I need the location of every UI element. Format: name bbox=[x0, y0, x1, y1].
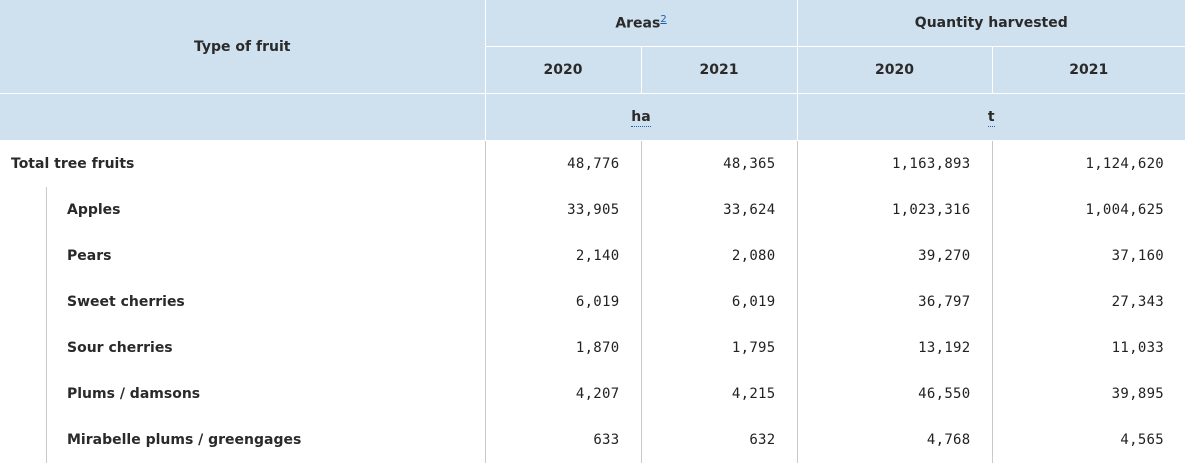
cell-qty-2021: 39,895 bbox=[1111, 386, 1165, 402]
row-label: Sweet cherries bbox=[46, 279, 485, 325]
cell-qty-2021: 1,004,625 bbox=[1085, 202, 1165, 218]
cell-area-2021: 632 bbox=[641, 417, 798, 463]
cell-qty-2020: 4,768 bbox=[797, 417, 993, 463]
cell-area-2020: 6,019 bbox=[485, 279, 642, 325]
header-areas: Areas2 bbox=[485, 0, 798, 47]
table-row: Pears 2,140 2,080 39,270 37,160 bbox=[0, 233, 1185, 279]
table-row: Plums / damsons 4,207 4,215 46,550 39,89… bbox=[0, 371, 1185, 417]
table-row: Sweet cherries 6,019 6,019 36,797 27,343 bbox=[0, 279, 1185, 325]
cell-qty-2021: 4,565 bbox=[1120, 432, 1165, 448]
header-areas-2020: 2020 bbox=[485, 46, 642, 94]
unit-ha-abbr[interactable]: ha bbox=[631, 109, 651, 127]
cell-area-2021: 2,080 bbox=[641, 233, 798, 279]
cell-area-2021: 4,215 bbox=[641, 371, 798, 417]
cell-area-2021: 48,365 bbox=[641, 140, 798, 187]
row-label: Mirabelle plums / greengages bbox=[46, 417, 485, 463]
cell-qty-2020: 1,163,893 bbox=[797, 140, 993, 187]
cell-qty-2020: 36,797 bbox=[797, 279, 993, 325]
row-label-total: Total tree fruits bbox=[0, 140, 486, 187]
cell-area-2021: 1,795 bbox=[641, 325, 798, 371]
header-quantity-label: Quantity harvested bbox=[914, 15, 1068, 31]
row-label-cell: Sour cherries bbox=[0, 325, 486, 371]
table-row: Total tree fruits 48,776 48,365 1,163,89… bbox=[0, 140, 1185, 187]
row-label-cell: Sweet cherries bbox=[0, 279, 486, 325]
areas-footnote-link[interactable]: 2 bbox=[660, 14, 667, 26]
header-quantity-harvested: Quantity harvested bbox=[797, 0, 1185, 47]
header-row-units: ha t bbox=[0, 93, 1185, 141]
row-label: Plums / damsons bbox=[46, 371, 485, 417]
header-type-of-fruit-label: Type of fruit bbox=[194, 38, 291, 55]
header-unit-quantity: t bbox=[797, 93, 1185, 141]
row-label: Apples bbox=[46, 187, 485, 233]
cell-area-2021: 33,624 bbox=[641, 187, 798, 233]
cell-qty-2021: 1,124,620 bbox=[1085, 156, 1165, 172]
cell-area-2020: 2,140 bbox=[485, 233, 642, 279]
row-label-cell: Mirabelle plums / greengages bbox=[0, 417, 486, 463]
row-label: Pears bbox=[46, 233, 485, 279]
table-row: Apples 33,905 33,624 1,023,316 1,004,625 bbox=[0, 187, 1185, 233]
header-areas-label: Areas bbox=[615, 15, 661, 32]
row-label-cell: Apples bbox=[0, 187, 486, 233]
header-unit-areas: ha bbox=[485, 93, 798, 141]
row-label-cell: Pears bbox=[0, 233, 486, 279]
table-row: Sour cherries 1,870 1,795 13,192 11,033 bbox=[0, 325, 1185, 371]
header-row-groups: Type of fruit Areas2 Quantity harvested bbox=[0, 0, 1185, 94]
cell-area-2020: 33,905 bbox=[485, 187, 642, 233]
cell-qty-2021: 27,343 bbox=[1111, 294, 1165, 310]
row-label: Sour cherries bbox=[46, 325, 485, 371]
header-row-years: 2020 2021 2020 2021 bbox=[0, 46, 1185, 94]
cell-qty-2021: 11,033 bbox=[1111, 340, 1165, 356]
header-quantity-2021: 2021 bbox=[992, 46, 1185, 94]
cell-qty-2020: 46,550 bbox=[797, 371, 993, 417]
cell-area-2020: 633 bbox=[485, 417, 642, 463]
cell-qty-2020: 13,192 bbox=[797, 325, 993, 371]
cell-qty-2021: 37,160 bbox=[1111, 248, 1165, 264]
cell-area-2020: 4,207 bbox=[485, 371, 642, 417]
unit-t-abbr[interactable]: t bbox=[987, 109, 995, 127]
cell-qty-2020: 39,270 bbox=[797, 233, 993, 279]
cell-area-2020: 48,776 bbox=[485, 140, 642, 187]
header-type-of-fruit: Type of fruit bbox=[0, 0, 486, 94]
table-row: Mirabelle plums / greengages 633 632 4,7… bbox=[0, 417, 1185, 463]
cell-qty-2020: 1,023,316 bbox=[797, 187, 993, 233]
header-areas-2021: 2021 bbox=[641, 46, 798, 94]
cell-area-2021: 6,019 bbox=[641, 279, 798, 325]
row-label-cell: Plums / damsons bbox=[0, 371, 486, 417]
cell-area-2020: 1,870 bbox=[485, 325, 642, 371]
header-units-blank bbox=[0, 93, 486, 141]
header-quantity-2020: 2020 bbox=[797, 46, 993, 94]
